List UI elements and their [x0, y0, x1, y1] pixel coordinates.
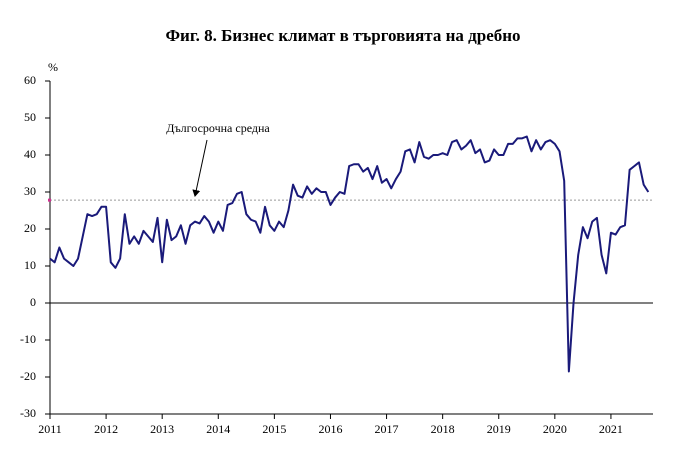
y-tick-label: -20: [20, 369, 36, 383]
y-tick-label: -30: [20, 406, 36, 420]
chart-title: Фиг. 8. Бизнес климат в търговията на др…: [165, 26, 520, 45]
x-tick-label: 2012: [94, 422, 118, 436]
y-tick-label: 60: [24, 73, 36, 87]
annotation: Дългосрочна средна: [166, 121, 270, 135]
y-tick-label: 10: [24, 258, 36, 272]
y-tick-label: -10: [20, 332, 36, 346]
data-line: [49, 135, 650, 373]
y-tick-label: 20: [24, 221, 36, 235]
x-tick-label: 2011: [38, 422, 62, 436]
x-tick-label: 2020: [543, 422, 567, 436]
x-tick-label: 2015: [262, 422, 286, 436]
y-tick-label: 40: [24, 147, 36, 161]
x-tick-label: 2014: [206, 422, 230, 436]
y-tick-label: 0: [30, 295, 36, 309]
x-tick-label: 2013: [150, 422, 174, 436]
x-tick-label: 2016: [318, 422, 342, 436]
y-unit: %: [48, 60, 58, 74]
x-tick-label: 2021: [599, 422, 623, 436]
y-tick-label: 50: [24, 110, 36, 124]
average-marker: [48, 198, 51, 202]
annotation-arrow: [192, 139, 208, 197]
x-tick-label: 2019: [487, 422, 511, 436]
x-tick-label: 2018: [431, 422, 455, 436]
y-tick-label: 30: [24, 184, 36, 198]
x-tick-label: 2017: [375, 422, 399, 436]
